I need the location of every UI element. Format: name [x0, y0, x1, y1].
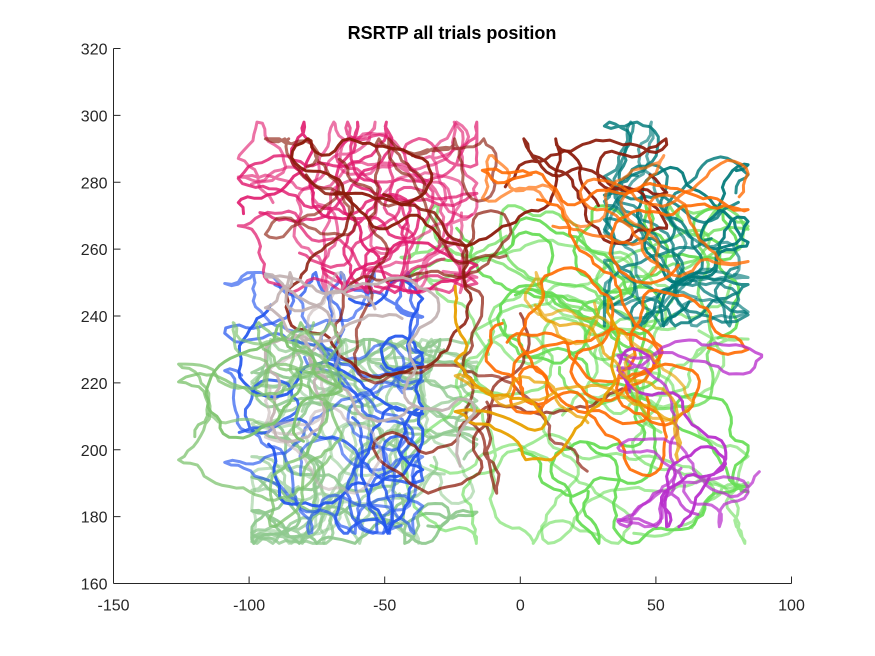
- chart-title: RSRTP all trials position: [348, 23, 557, 43]
- y-tick-label: 180: [81, 510, 108, 527]
- trajectory-line: [523, 271, 696, 422]
- x-tick-label: 100: [778, 598, 805, 615]
- trajectory-line: [387, 137, 508, 265]
- trajectory-line: [263, 271, 404, 444]
- trajectory-line: [290, 137, 600, 248]
- trajectory-line: [480, 154, 666, 276]
- y-tick-label: 300: [81, 108, 108, 125]
- x-tick-label: -100: [233, 598, 265, 615]
- y-tick-label: 200: [81, 443, 108, 460]
- y-tick-label: 220: [81, 376, 108, 393]
- y-tick-label: 160: [81, 577, 108, 594]
- trajectory-line: [505, 288, 750, 427]
- trajectory-line: [223, 271, 406, 395]
- trajectory-line: [544, 256, 726, 434]
- y-tick-label: 280: [81, 175, 108, 192]
- y-ticks: 160 180 200 220 240 260 280 300 320: [81, 42, 121, 594]
- trajectory-line: [585, 392, 750, 545]
- trajectory-line: [616, 437, 761, 529]
- trajectory-layer: [177, 120, 764, 545]
- trajectory-line: [204, 321, 343, 443]
- y-tick-label: 260: [81, 242, 108, 259]
- trajectory-line: [250, 337, 479, 501]
- x-tick-label: -150: [97, 598, 129, 615]
- trajectory-line: [429, 332, 633, 545]
- trajectory-line: [236, 120, 479, 219]
- trajectory-line: [616, 338, 764, 529]
- trajectory-line: [517, 198, 664, 426]
- x-tick-label: 0: [516, 598, 525, 615]
- y-tick-label: 240: [81, 309, 108, 326]
- trajectory-line: [267, 278, 425, 508]
- trajectory-line: [367, 171, 474, 295]
- trajectory-line: [480, 167, 750, 285]
- x-ticks: -150 -100 -50 0 50 100: [97, 576, 805, 615]
- x-tick-label: -50: [373, 598, 396, 615]
- trajectory-line: [206, 321, 343, 428]
- trajectory-line: [622, 163, 750, 328]
- trajectory-line: [298, 373, 425, 535]
- trajectory-line: [250, 422, 385, 545]
- x-tick-label: 50: [647, 598, 665, 615]
- y-tick-label: 320: [81, 42, 108, 59]
- trajectory-line: [513, 290, 647, 545]
- trajectory-line: [453, 303, 683, 462]
- trajectory-line: [399, 238, 635, 375]
- trajectory-line: [453, 284, 621, 462]
- trajectory-line: [503, 137, 669, 245]
- trajectory-line: [177, 321, 343, 502]
- trajectory-line: [236, 209, 479, 295]
- trajectory-line: [284, 173, 473, 380]
